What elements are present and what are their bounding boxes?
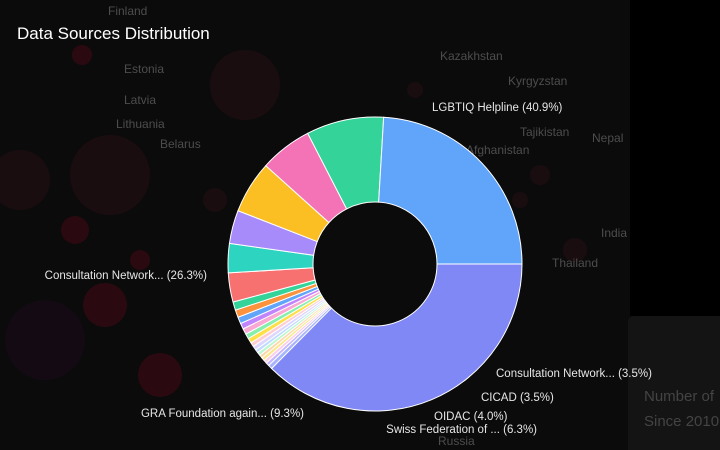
map-label-russia: Russia <box>438 434 475 448</box>
map-label-nepal: Nepal <box>592 131 624 145</box>
slice-label-20: Swiss Federation of ... (6.3%) <box>386 424 537 436</box>
donut-slice-23[interactable] <box>378 116 523 265</box>
map-label-belarus: Belarus <box>160 137 201 151</box>
slice-label-18: CICAD (3.5%) <box>481 392 554 404</box>
map-label-india: India <box>601 226 628 240</box>
labels-layer: LGBTIQ Helpline (40.9%) Consultation Netw… <box>45 102 652 436</box>
map-legend-line-1: Number of <box>644 388 715 405</box>
map-label-finland: Finland <box>108 4 148 18</box>
map-label-thailand: Thailand <box>552 256 599 270</box>
slice-label-17: Consultation Network... (3.5%) <box>496 368 652 380</box>
slice-label-0: LGBTIQ Helpline (40.9%) <box>432 102 563 114</box>
map-label-kazakhstan: Kazakhstan <box>440 49 503 63</box>
map-label-latvia: Latvia <box>124 93 157 107</box>
map-label-afghanistan: Afghanistan <box>466 143 530 157</box>
map-label-tajikistan: Tajikistan <box>520 125 570 139</box>
slice-label-22: GRA Foundation again... (9.3%) <box>141 408 304 420</box>
chart-title: Data Sources Distribution <box>17 24 210 43</box>
map-label-kyrgyzstan: Kyrgyzstan <box>508 74 568 88</box>
map-legend-line-2: Since 2010 <box>644 413 720 430</box>
slice-label-19: OIDAC (4.0%) <box>434 411 508 423</box>
map-label-estonia: Estonia <box>124 62 165 76</box>
slice-label-23: Consultation Network... (26.3%) <box>45 270 208 282</box>
slices-layer <box>227 116 523 412</box>
map-label-lithuania: Lithuania <box>116 117 165 131</box>
map-legend-panel: Number of Since 2010 <box>628 316 720 450</box>
donut-slice-0[interactable] <box>270 263 523 412</box>
